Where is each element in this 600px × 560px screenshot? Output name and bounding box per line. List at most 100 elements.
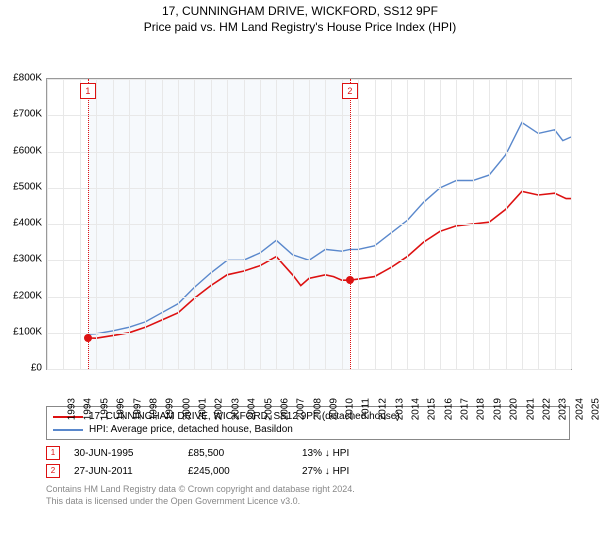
marker-table-row: 1 30-JUN-1995 £85,500 13% ↓ HPI	[46, 444, 570, 462]
gridline-v	[276, 79, 277, 369]
x-tick-label: 2023	[558, 398, 569, 420]
x-tick-label: 1995	[99, 398, 110, 420]
x-tick-label: 2025	[590, 398, 600, 420]
gridline-v	[145, 79, 146, 369]
gridline-v	[456, 79, 457, 369]
marker-table: 1 30-JUN-1995 £85,500 13% ↓ HPI 2 27-JUN-2011…	[46, 444, 570, 480]
gridline-v	[506, 79, 507, 369]
x-tick-label: 2003	[230, 398, 241, 420]
y-tick-label: £600K	[0, 145, 42, 156]
x-tick-label: 2004	[246, 398, 257, 420]
y-tick-label: £500K	[0, 181, 42, 192]
marker-box-2: 2	[342, 83, 358, 99]
y-tick-label: £700K	[0, 109, 42, 120]
gridline-v	[47, 79, 48, 369]
legend-label: HPI: Average price, detached house, Basi…	[89, 424, 293, 435]
x-tick-label: 1997	[132, 398, 143, 420]
footnote-line-1: Contains HM Land Registry data © Crown c…	[46, 484, 570, 496]
gridline-v	[80, 79, 81, 369]
x-tick-label: 2010	[345, 398, 356, 420]
gridline-v	[375, 79, 376, 369]
down-arrow-icon: ↓	[325, 466, 330, 477]
x-tick-label: 2013	[394, 398, 405, 420]
gridline-v	[129, 79, 130, 369]
x-tick-label: 2007	[296, 398, 307, 420]
x-tick-label: 2019	[492, 398, 503, 420]
marker-table-pct: 13% ↓ HPI	[302, 448, 402, 459]
gridline-v	[178, 79, 179, 369]
x-tick-label: 2008	[312, 398, 323, 420]
marker-table-date: 30-JUN-1995	[74, 448, 174, 459]
x-tick-label: 2020	[508, 398, 519, 420]
down-arrow-icon: ↓	[325, 448, 330, 459]
x-tick-label: 2006	[279, 398, 290, 420]
plot-area: 12	[46, 78, 572, 370]
gridline-v	[162, 79, 163, 369]
gridline-v	[522, 79, 523, 369]
gridline-v	[440, 79, 441, 369]
x-tick-label: 2011	[360, 398, 371, 420]
y-tick-label: £200K	[0, 290, 42, 301]
gridline-v	[211, 79, 212, 369]
marker-table-price: £85,500	[188, 448, 288, 459]
gridline-v	[96, 79, 97, 369]
chart-area: 12 £0£100K£200K£300K£400K£500K£600K£700K…	[0, 36, 600, 406]
y-tick-label: £100K	[0, 326, 42, 337]
y-tick-label: £300K	[0, 254, 42, 265]
legend-swatch	[53, 429, 83, 431]
marker-line-1	[88, 79, 89, 369]
marker-table-date: 27-JUN-2011	[74, 466, 174, 477]
marker-table-pct: 27% ↓ HPI	[302, 466, 402, 477]
gridline-h	[47, 369, 571, 370]
gridline-v	[244, 79, 245, 369]
series-hpi	[88, 123, 571, 335]
x-tick-label: 2015	[427, 398, 438, 420]
x-tick-label: 2001	[197, 398, 208, 420]
gridline-v	[227, 79, 228, 369]
marker-table-num: 2	[46, 464, 60, 478]
gridline-v	[473, 79, 474, 369]
marker-table-num: 1	[46, 446, 60, 460]
x-tick-label: 2024	[574, 398, 585, 420]
x-tick-label: 2005	[263, 398, 274, 420]
y-tick-label: £800K	[0, 73, 42, 84]
marker-line-2	[350, 79, 351, 369]
x-tick-label: 1994	[83, 398, 94, 420]
gridline-v	[391, 79, 392, 369]
gridline-v	[293, 79, 294, 369]
marker-table-price: £245,000	[188, 466, 288, 477]
x-tick-label: 2022	[541, 398, 552, 420]
x-tick-label: 2012	[377, 398, 388, 420]
chart-title: 17, CUNNINGHAM DRIVE, WICKFORD, SS12 9PF	[0, 0, 600, 18]
x-tick-label: 2021	[525, 398, 536, 420]
x-tick-label: 2018	[476, 398, 487, 420]
marker-dot-1	[84, 334, 92, 342]
legend-item: HPI: Average price, detached house, Basi…	[53, 423, 563, 436]
gridline-v	[342, 79, 343, 369]
x-tick-label: 2017	[459, 398, 470, 420]
y-tick-label: £0	[0, 363, 42, 374]
gridline-v	[407, 79, 408, 369]
chart-subtitle: Price paid vs. HM Land Registry's House …	[0, 18, 600, 36]
gridline-v	[113, 79, 114, 369]
gridline-v	[63, 79, 64, 369]
footnote-line-2: This data is licensed under the Open Gov…	[46, 496, 570, 508]
x-tick-label: 1999	[165, 398, 176, 420]
x-tick-label: 2016	[443, 398, 454, 420]
gridline-v	[555, 79, 556, 369]
legend-item: 17, CUNNINGHAM DRIVE, WICKFORD, SS12 9PF…	[53, 410, 563, 423]
gridline-v	[571, 79, 572, 369]
x-tick-label: 1993	[66, 398, 77, 420]
y-tick-label: £400K	[0, 218, 42, 229]
x-tick-label: 2002	[214, 398, 225, 420]
marker-box-1: 1	[80, 83, 96, 99]
x-tick-label: 1998	[148, 398, 159, 420]
gridline-v	[194, 79, 195, 369]
gridline-v	[358, 79, 359, 369]
x-tick-label: 2014	[410, 398, 421, 420]
footnote: Contains HM Land Registry data © Crown c…	[46, 484, 570, 507]
gridline-v	[489, 79, 490, 369]
gridline-v	[309, 79, 310, 369]
x-tick-label: 2000	[181, 398, 192, 420]
series-price_paid	[88, 191, 571, 338]
